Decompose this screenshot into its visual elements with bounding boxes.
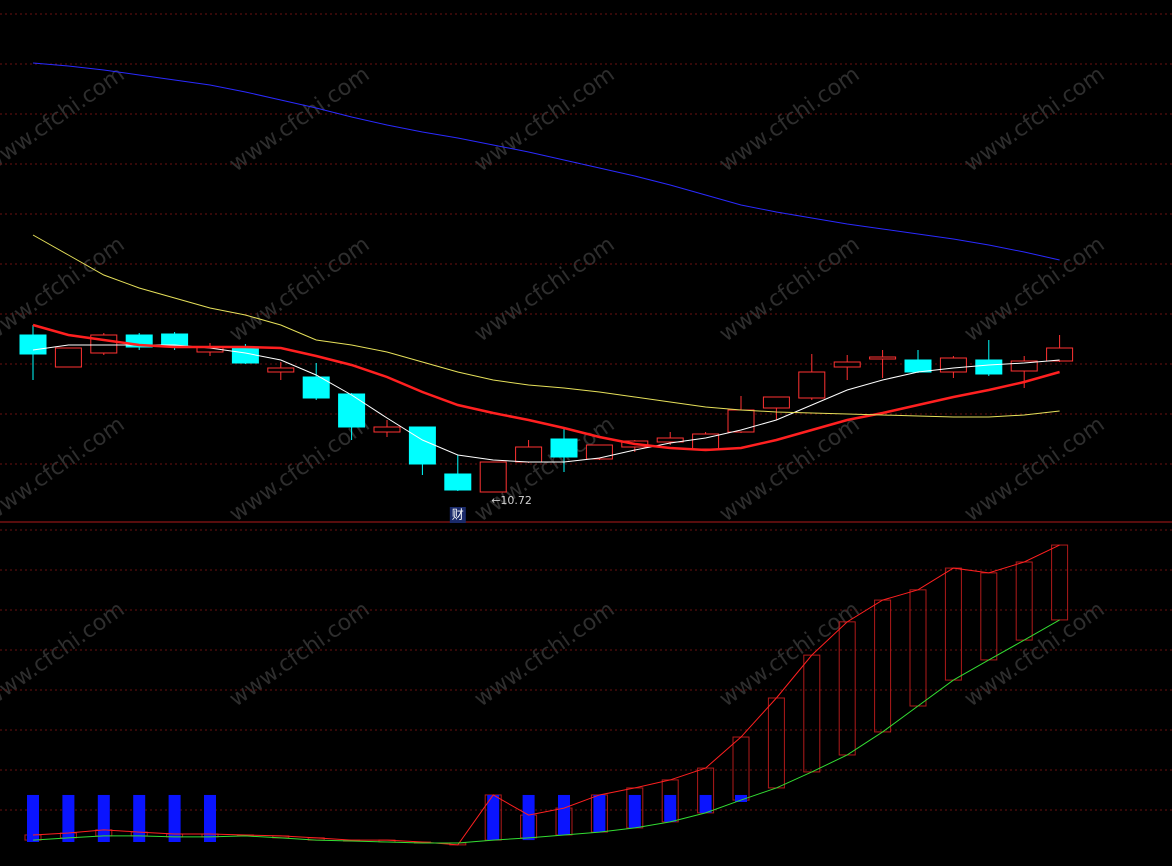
indicator-box (732, 736, 750, 801)
watermark: www.cfchi.com (960, 232, 1109, 347)
candle-body (444, 473, 472, 491)
candle-body (479, 461, 507, 493)
ma-line (32, 234, 1060, 418)
watermark: www.cfchi.com (715, 62, 864, 177)
indicator-box (1015, 561, 1033, 641)
watermark: www.cfchi.com (225, 62, 374, 177)
indicator-bar (735, 794, 747, 802)
marker: 财 (452, 508, 464, 522)
candle-body (1010, 360, 1038, 372)
ma-line (32, 619, 1060, 844)
ma-line (32, 323, 1060, 452)
candle-body (585, 444, 613, 460)
candle-body (373, 426, 401, 433)
candle-body (798, 371, 826, 399)
watermark: www.cfchi.com (960, 62, 1109, 177)
indicator-bar (204, 794, 216, 842)
candle-body (550, 438, 578, 458)
candle-body (939, 357, 967, 373)
indicator-box (767, 697, 785, 789)
watermark: www.cfchi.com (225, 232, 374, 347)
indicator-box (803, 654, 821, 773)
candle-body (267, 367, 295, 373)
candle-body (338, 393, 366, 428)
watermark: www.cfchi.com (0, 232, 129, 347)
indicator-bar (522, 794, 535, 841)
watermark: www.cfchi.com (715, 232, 864, 347)
indicator-box (1051, 544, 1069, 621)
watermark: www.cfchi.com (0, 597, 129, 712)
candle-body (515, 446, 543, 463)
candle-body (762, 396, 790, 409)
candle-body (656, 437, 684, 443)
marker-box (449, 507, 466, 523)
indicator-box (838, 621, 856, 756)
candle-body (1046, 347, 1074, 362)
indicator-bar (168, 794, 181, 842)
indicator-bar (628, 794, 641, 828)
candle-body (19, 334, 47, 355)
watermark: www.cfchi.com (470, 597, 619, 712)
candle-body (833, 361, 861, 368)
indicator-box (909, 589, 927, 707)
candle-body (727, 409, 755, 433)
watermark: www.cfchi.com (960, 412, 1109, 527)
ma-line (32, 62, 1060, 261)
indicator-box (980, 572, 998, 661)
indicator-bar (593, 794, 606, 833)
watermark: www.cfchi.com (470, 62, 619, 177)
watermark: www.cfchi.com (715, 597, 864, 712)
indicator-bar (27, 794, 39, 842)
candle-body (54, 347, 82, 368)
indicator-box (874, 599, 892, 733)
watermark: www.cfchi.com (0, 62, 129, 177)
candle-body (869, 356, 897, 360)
indicator-bar (487, 794, 500, 841)
indicator-bar (699, 794, 712, 813)
indicator-bar (133, 794, 146, 842)
watermark: www.cfchi.com (0, 412, 129, 527)
indicator-bar (558, 794, 570, 835)
indicator-bar (62, 794, 75, 842)
indicator-bar (664, 794, 677, 822)
indicator-box (944, 567, 962, 681)
candle-body (975, 359, 1003, 375)
candle-body (408, 426, 436, 465)
watermark: www.cfchi.com (960, 597, 1109, 712)
candle-body (231, 347, 259, 364)
low-annotation: ←10.72 (491, 494, 532, 507)
ma-line (32, 544, 1060, 846)
watermark: www.cfchi.com (470, 232, 619, 347)
candle-body (302, 376, 330, 399)
indicator-bar (97, 794, 110, 842)
watermark: www.cfchi.com (225, 597, 374, 712)
candle-body (904, 359, 932, 373)
